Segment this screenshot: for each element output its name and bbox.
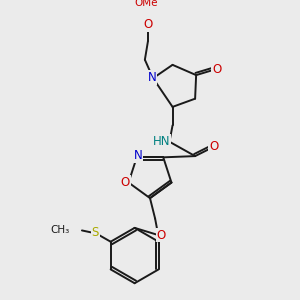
Text: HN: HN: [152, 135, 170, 148]
Text: O: O: [121, 176, 130, 189]
Text: O: O: [143, 18, 153, 32]
Text: OMe: OMe: [134, 0, 158, 8]
Text: O: O: [212, 63, 222, 76]
Text: CH₃: CH₃: [50, 225, 70, 236]
Text: N: N: [134, 149, 142, 162]
Text: O: O: [157, 229, 166, 242]
Text: O: O: [209, 140, 218, 153]
Text: S: S: [92, 226, 99, 239]
Text: N: N: [148, 71, 156, 84]
